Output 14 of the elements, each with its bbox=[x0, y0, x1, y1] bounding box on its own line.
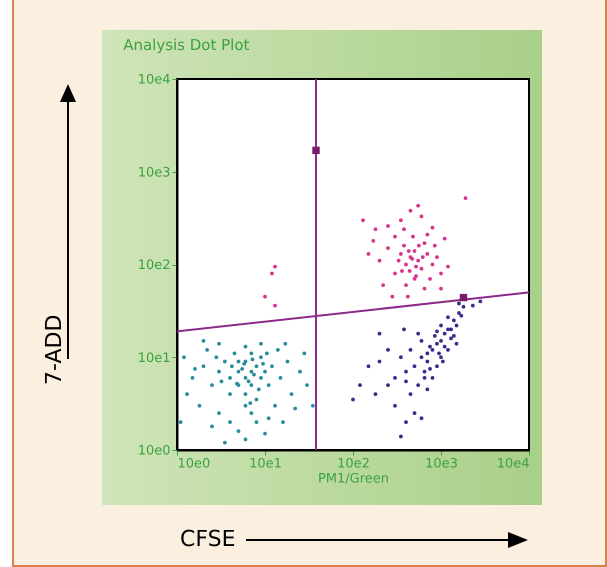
x-tick-label: 10e3 bbox=[425, 456, 458, 472]
y-tick-label: 10e4 bbox=[138, 72, 170, 88]
x-tick-label: 10e1 bbox=[249, 456, 282, 472]
y-tick-label: 10e1 bbox=[138, 350, 170, 366]
y-tick-label: 10e3 bbox=[138, 165, 170, 180]
chart-title: Analysis Dot Plot bbox=[123, 36, 250, 54]
y-axis-title: 7-ADD bbox=[42, 314, 67, 385]
text: CFSE bbox=[180, 527, 236, 552]
x-tick-label: 10e4 bbox=[496, 456, 530, 472]
x-axis-title: PM1/Green bbox=[318, 472, 390, 486]
x-tick-label: 10e2 bbox=[337, 456, 370, 472]
y-tick-label: 10e0 bbox=[138, 444, 170, 458]
x-tick-label: 10e0 bbox=[178, 456, 210, 472]
y-tick-label: 10e2 bbox=[138, 258, 170, 273]
